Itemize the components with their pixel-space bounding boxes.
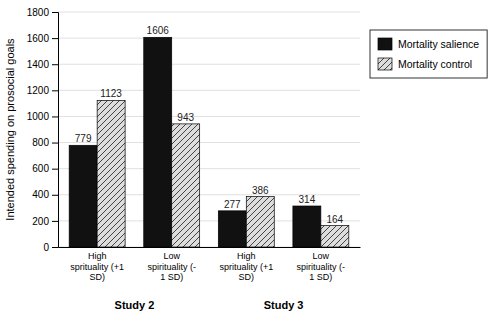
data-label: 1606	[147, 25, 170, 36]
tick: Lowspirituality (-1 SD)	[147, 251, 196, 282]
tick-label-line: Low	[313, 251, 330, 261]
data-label: 277	[224, 199, 241, 210]
tick: Lowspirituality (-1 SD)	[297, 251, 346, 282]
tick-label: 1200	[27, 85, 50, 96]
tick: 200	[32, 216, 58, 227]
bar-series	[69, 37, 321, 247]
tick-mark	[52, 64, 58, 65]
tick-mark	[52, 90, 58, 91]
tick-label: 400	[32, 189, 49, 200]
y-axis: 0 200 400 600 800 1000 1200 1400 1600 1800	[27, 7, 59, 253]
y-axis-title: Intended spending on prosocial goals	[4, 38, 16, 221]
annotation: Study 3	[264, 299, 304, 311]
tick: 800	[32, 137, 58, 148]
bar	[69, 145, 97, 247]
tick-mark	[52, 38, 58, 39]
tick-label: 600	[32, 163, 49, 174]
tick-label: 800	[32, 137, 49, 148]
legend-item: Mortality salience	[378, 38, 479, 50]
legend-swatch	[378, 58, 392, 70]
tick-mark	[52, 143, 58, 144]
data-label: 164	[326, 214, 343, 225]
tick: 1400	[27, 59, 58, 70]
data-label: 386	[252, 185, 269, 196]
bar	[246, 197, 274, 247]
legend-label: Mortality control	[398, 58, 472, 70]
tick-label-line: SD)	[239, 272, 255, 282]
tick: Highsprituality (+1SD)	[219, 251, 273, 282]
tick-mark	[52, 169, 58, 170]
chart: 779 1606 277 314 1123 943 386 164 0 200 400 600 800 1…	[0, 0, 500, 319]
legend-item: Mortality control	[378, 58, 472, 70]
tick-mark	[52, 247, 58, 248]
data-label: 1123	[100, 88, 122, 99]
tick: 1200	[27, 85, 58, 96]
tick-mark	[52, 116, 58, 117]
tick-label: 1000	[27, 111, 50, 122]
data-label: 779	[75, 133, 92, 144]
legend-frame	[370, 30, 487, 78]
grid-line	[58, 12, 360, 13]
grid-line	[58, 38, 360, 39]
data-label-series: 779 1606 277 314	[75, 25, 316, 210]
tick-mark	[52, 195, 58, 196]
tick-label: 1800	[27, 7, 50, 18]
tick: 400	[32, 189, 58, 200]
tick-label: 1400	[27, 59, 50, 70]
tick-label-line: spirituality (-	[147, 262, 196, 272]
bar	[172, 124, 200, 247]
axis-line	[52, 13, 59, 248]
axis-line	[59, 247, 361, 248]
bar	[97, 100, 125, 247]
tick: Highsprituality (+1SD)	[70, 251, 124, 282]
tick-label-line: SD)	[89, 272, 105, 282]
bar-series	[97, 100, 349, 247]
tick-label: Highsprituality (+1SD)	[70, 251, 124, 282]
tick-label: Highsprituality (+1SD)	[219, 251, 273, 282]
tick-label-line: High	[237, 251, 256, 261]
bar	[144, 37, 172, 247]
tick: 1800	[27, 7, 58, 18]
legend-swatch	[378, 38, 392, 50]
bars	[69, 37, 349, 247]
legend-label: Mortality salience	[398, 38, 479, 50]
tick-label-line: spirituality (-	[297, 262, 346, 272]
bar	[218, 211, 246, 247]
grid	[58, 12, 360, 247]
tick: 1600	[27, 33, 58, 44]
data-label: 943	[177, 112, 194, 123]
legend: Mortality salience Mortality control	[370, 30, 487, 78]
tick-label-line: sprituality (+1	[219, 262, 273, 272]
tick-label: 200	[32, 216, 49, 227]
tick: 1000	[27, 111, 58, 122]
data-label: 314	[299, 194, 316, 205]
grid-line	[58, 64, 360, 65]
x-axis: Highsprituality (+1SD)Lowspirituality (-…	[59, 248, 361, 283]
bar	[321, 226, 349, 247]
tick-label: Lowspirituality (-1 SD)	[297, 251, 346, 282]
data-label-series: 1123 943 386 164	[100, 88, 343, 224]
annotation: Study 2	[115, 299, 155, 311]
tick-label: 0	[43, 242, 49, 253]
tick-label-line: High	[88, 251, 107, 261]
tick-mark	[52, 221, 58, 222]
annotations: Study 2 Study 3	[115, 299, 304, 311]
data-labels: 779 1606 277 314 1123 943 386 164	[75, 25, 344, 224]
tick: 600	[32, 163, 58, 174]
plot: 779 1606 277 314 1123 943 386 164 0 200 400 600 800 1…	[27, 7, 361, 311]
tick-label-line: Low	[163, 251, 180, 261]
tick-label-line: sprituality (+1	[70, 262, 124, 272]
tick: 0	[43, 242, 58, 253]
tick-mark	[52, 12, 58, 13]
tick-label: 1600	[27, 33, 50, 44]
bar	[293, 206, 321, 247]
tick-label: Lowspirituality (-1 SD)	[147, 251, 196, 282]
tick-label-line: 1 SD)	[309, 272, 332, 282]
tick-label-line: 1 SD)	[160, 272, 183, 282]
